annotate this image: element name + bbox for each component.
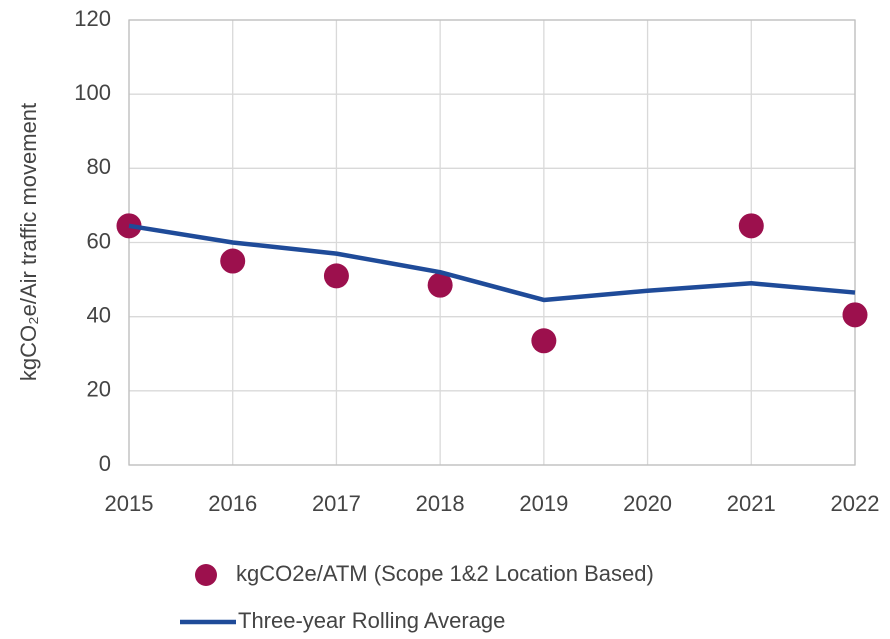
rolling-average-line <box>128 223 856 303</box>
legend-marker <box>195 564 217 586</box>
legend-label: kgCO2e/ATM (Scope 1&2 Location Based) <box>236 561 654 586</box>
data-point <box>842 302 868 328</box>
y-tick-label: 100 <box>74 80 111 105</box>
x-tick-label: 2017 <box>312 491 361 516</box>
y-tick-label: 20 <box>87 377 111 402</box>
plot-border <box>128 19 856 466</box>
data-point <box>427 272 453 298</box>
y-tick-label: 80 <box>87 154 111 179</box>
x-tick-label: 2018 <box>416 491 465 516</box>
x-tick-label: 2022 <box>831 491 880 516</box>
y-tick-label: 60 <box>87 228 111 253</box>
data-point <box>738 213 764 239</box>
x-tick-label: 2021 <box>727 491 776 516</box>
data-point <box>323 263 349 289</box>
legend-label: Three-year Rolling Average <box>238 608 505 633</box>
data-point <box>531 328 557 354</box>
data-point <box>220 248 246 274</box>
y-tick-label: 40 <box>87 302 111 327</box>
y-axis-label: kgCO₂e/Air traffic movement <box>16 103 41 381</box>
y-tick-label: 0 <box>99 451 111 476</box>
y-tick-label: 120 <box>74 6 111 31</box>
x-tick-label: 2020 <box>623 491 672 516</box>
x-tick-label: 2016 <box>208 491 257 516</box>
x-tick-label: 2019 <box>519 491 568 516</box>
x-tick-label: 2015 <box>105 491 154 516</box>
